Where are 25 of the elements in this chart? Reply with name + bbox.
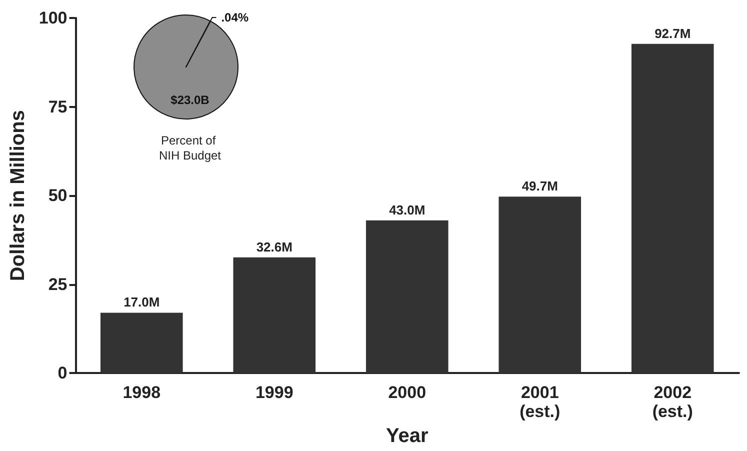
y-tick-label: 100 (38, 8, 68, 28)
text: Percent of NIH Budget (158, 134, 222, 162)
data-label: .04% (221, 10, 249, 25)
x-tick-label: 1998 (122, 383, 161, 402)
x-tick-label: 2000 (388, 383, 426, 402)
bar (233, 257, 316, 374)
y-tick-label: 0 (58, 364, 68, 383)
x-tick-label: 2001 (est.) (520, 383, 560, 422)
y-tick-label: 25 (48, 274, 68, 294)
data-label: 92.7M (654, 26, 691, 41)
x-axis-title: Year (386, 425, 428, 447)
annotation: $23.0B (170, 93, 210, 107)
y-axis-title: Dollars in Millions (7, 110, 29, 282)
y-tick-label: 50 (48, 186, 68, 206)
bar (366, 220, 448, 374)
y-tick-label: 75 (48, 97, 68, 116)
bar (100, 312, 183, 374)
x-tick-label: 2002 (est.) (652, 383, 693, 422)
data-label: 32.6M (256, 239, 292, 254)
bar (631, 44, 714, 374)
data-label: 17.0M (124, 294, 160, 310)
bar (498, 196, 582, 374)
data-label: 43.0M (389, 202, 426, 218)
data-label: 49.7M (522, 178, 558, 194)
x-tick-label: 1999 (255, 383, 294, 402)
